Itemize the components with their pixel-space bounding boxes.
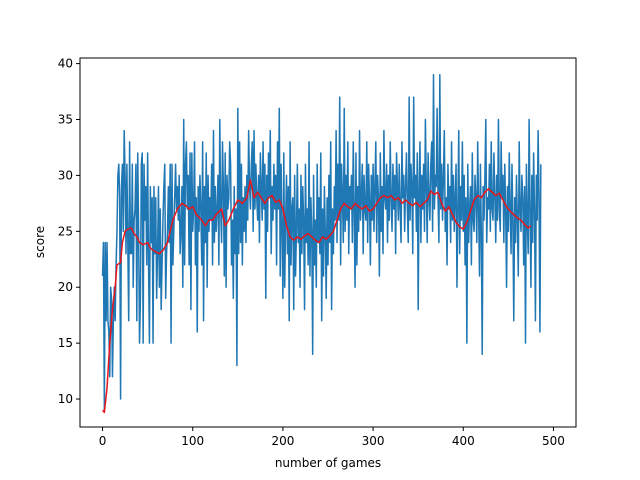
y-tick-label: 35 (58, 113, 73, 127)
x-tick-label: 500 (542, 434, 565, 448)
x-tick-label: 0 (99, 434, 107, 448)
x-tick-label: 100 (181, 434, 204, 448)
series-line-raw (101, 74, 542, 411)
series-line-smoothed (101, 179, 532, 414)
x-tick-label: 400 (452, 434, 475, 448)
plot-frame (79, 57, 577, 428)
y-tick-label: 25 (58, 224, 73, 238)
x-tick-label: 200 (271, 434, 294, 448)
y-axis-label: score (33, 226, 47, 258)
x-axis-label: number of games (275, 456, 381, 470)
y-tick-label: 30 (58, 168, 73, 182)
y-tick-label: 20 (58, 280, 73, 294)
y-tick-label: 40 (58, 57, 73, 71)
x-axis: 0 100 200 300 400 500 (99, 427, 565, 448)
x-tick-label: 300 (362, 434, 385, 448)
y-tick-label: 10 (58, 392, 73, 406)
y-axis: 10 15 20 25 30 35 40 (58, 57, 80, 406)
y-tick-label: 15 (58, 336, 73, 350)
plot-area (101, 74, 542, 414)
